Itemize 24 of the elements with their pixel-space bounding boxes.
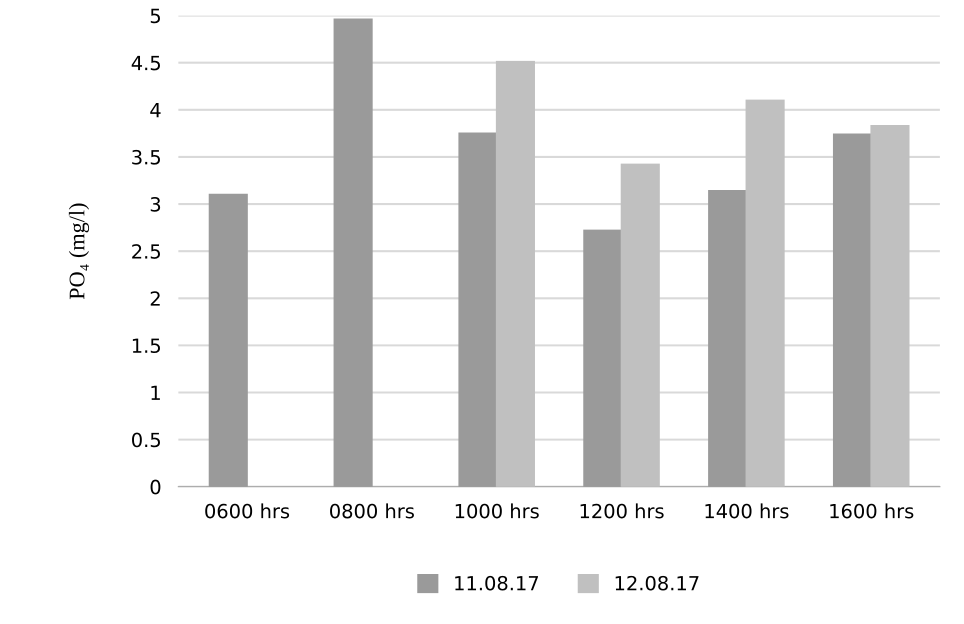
bar <box>620 164 660 487</box>
y-tick-label: 1 <box>151 386 160 400</box>
y-tick-label: 0.5 <box>132 432 160 448</box>
bar <box>746 100 785 487</box>
bar <box>496 60 535 487</box>
y-tick-label: 0 <box>150 480 160 494</box>
y-axis-title: PO₄ (mg/l) <box>68 204 90 300</box>
y-tick-label: 2.5 <box>132 244 160 259</box>
y-tick-label: 4 <box>150 103 161 118</box>
y-tick-label: 3 <box>150 197 160 212</box>
y-tick-label: 4.5 <box>132 56 160 70</box>
x-tick-label: 1200 hrs <box>580 503 664 518</box>
y-tick-label: 2 <box>150 291 160 306</box>
x-tick-label: 1600 hrs <box>830 503 914 518</box>
x-tick-label: 0800 hrs <box>330 503 414 518</box>
legend-label: 11.08.17 <box>455 576 538 591</box>
bar <box>870 125 910 487</box>
y-tick-label: 1.5 <box>132 338 160 354</box>
legend-label: 12.08.17 <box>616 576 698 591</box>
x-tick-label: 0600 hrs <box>205 503 290 518</box>
y-tick-label: 3.5 <box>132 150 160 165</box>
y-tick-label: 5 <box>150 8 160 24</box>
x-tick-label: 1000 hrs <box>456 503 539 518</box>
x-tick-label: 1400 hrs <box>705 503 788 518</box>
